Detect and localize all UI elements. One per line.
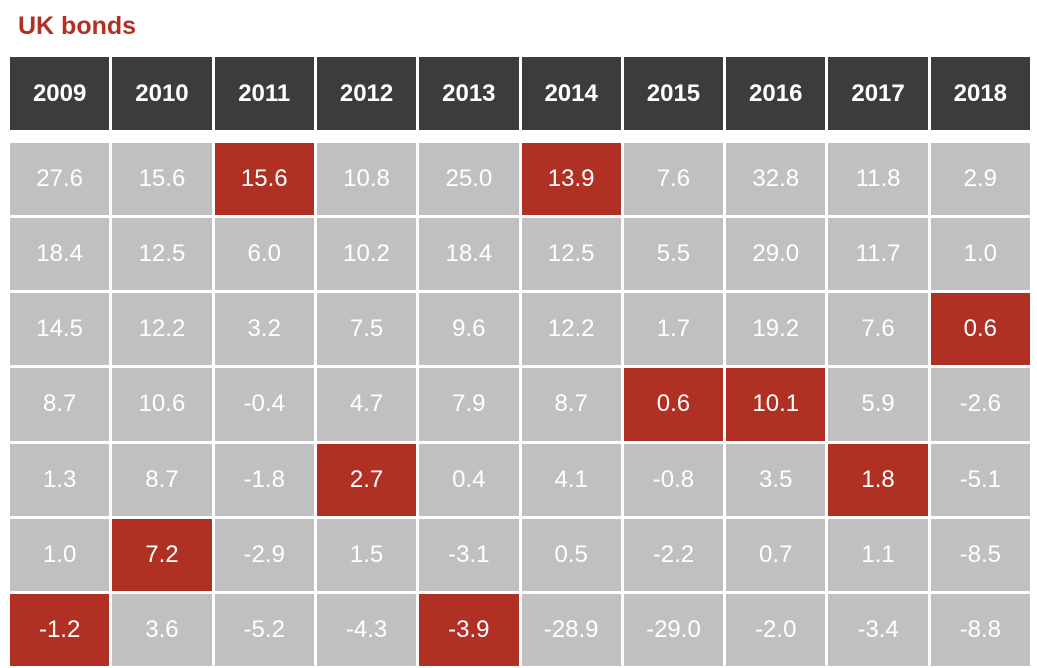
table-cell: -3.4 [828,593,928,666]
table-cell: 0.4 [419,443,519,516]
header-gap [10,133,1030,140]
table-cell: 2.9 [930,143,1030,216]
highlighted-cell: 2.7 [316,443,417,516]
table-cell: 5.5 [623,218,724,291]
column-header: 2012 [316,57,417,130]
table-cell: 7.9 [419,368,519,441]
table-cell: 32.8 [726,143,826,216]
table-cell: -5.2 [214,593,314,666]
highlighted-cell: 0.6 [930,293,1030,366]
table-cell: 27.6 [10,143,110,216]
table-cell: 7.6 [623,143,724,216]
table-cell: -28.9 [521,593,621,666]
table-cell: 19.2 [726,293,826,366]
table-cell: -8.8 [930,593,1030,666]
table-cell: -2.9 [214,518,314,591]
column-header: 2010 [112,57,212,130]
bond-returns-table: 2009 2010 2011 2012 2013 2014 2015 2016 2017 2018… [10,57,1030,666]
highlighted-cell: 7.2 [112,518,212,591]
table-cell: 5.9 [828,368,928,441]
table-cell: -8.5 [930,518,1030,591]
table-cell: -2.2 [623,518,724,591]
table-cell: -3.1 [419,518,519,591]
table-cell: -0.4 [214,368,314,441]
table-cell: -2.6 [930,368,1030,441]
highlighted-cell: 0.6 [623,368,724,441]
table-cell: 4.7 [316,368,417,441]
column-header: 2017 [828,57,928,130]
table-cell: 9.6 [419,293,519,366]
column-header: 2015 [623,57,724,130]
column-header: 2009 [10,57,110,130]
table-cell: 10.2 [316,218,417,291]
chart-title: UK bonds [18,12,137,40]
table-cell: 12.5 [112,218,212,291]
table-cell: 7.5 [316,293,417,366]
column-header: 2018 [930,57,1030,130]
table-cell: 25.0 [419,143,519,216]
table-cell: 1.0 [10,518,110,591]
highlighted-cell: 10.1 [726,368,826,441]
table-cell: -29.0 [623,593,724,666]
column-header: 2016 [726,57,826,130]
highlighted-cell: -3.9 [419,593,519,666]
table-cell: 1.7 [623,293,724,366]
table-cell: 6.0 [214,218,314,291]
table-cell: 3.5 [726,443,826,516]
table-cell: 12.2 [112,293,212,366]
table-cell: 3.2 [214,293,314,366]
table-cell: 10.8 [316,143,417,216]
table-cell: -4.3 [316,593,417,666]
table-cell: 12.2 [521,293,621,366]
table-cell: 18.4 [419,218,519,291]
column-header: 2013 [419,57,519,130]
table-cell: 11.8 [828,143,928,216]
table-cell: 8.7 [112,443,212,516]
highlighted-cell: 15.6 [214,143,314,216]
table-cell: 8.7 [521,368,621,441]
table-cell: 10.6 [112,368,212,441]
table-cell: 0.5 [521,518,621,591]
highlighted-cell: 13.9 [521,143,621,216]
table-cell: 18.4 [10,218,110,291]
table-cell: 7.6 [828,293,928,366]
table-cell: 8.7 [10,368,110,441]
table-cell: 1.1 [828,518,928,591]
table-cell: -2.0 [726,593,826,666]
table-cell: 11.7 [828,218,928,291]
highlighted-cell: -1.2 [10,593,110,666]
table-cell: 1.0 [930,218,1030,291]
table-cell: -0.8 [623,443,724,516]
column-header: 2014 [521,57,621,130]
table-cell: 15.6 [112,143,212,216]
table-cell: -5.1 [930,443,1030,516]
highlighted-cell: 1.8 [828,443,928,516]
table-cell: 14.5 [10,293,110,366]
table-cell: 3.6 [112,593,212,666]
table-cell: 4.1 [521,443,621,516]
table-cell: 12.5 [521,218,621,291]
table-cell: 1.3 [10,443,110,516]
column-header: 2011 [214,57,314,130]
table-cell: 1.5 [316,518,417,591]
table-cell: -1.8 [214,443,314,516]
table-cell: 29.0 [726,218,826,291]
table-cell: 0.7 [726,518,826,591]
